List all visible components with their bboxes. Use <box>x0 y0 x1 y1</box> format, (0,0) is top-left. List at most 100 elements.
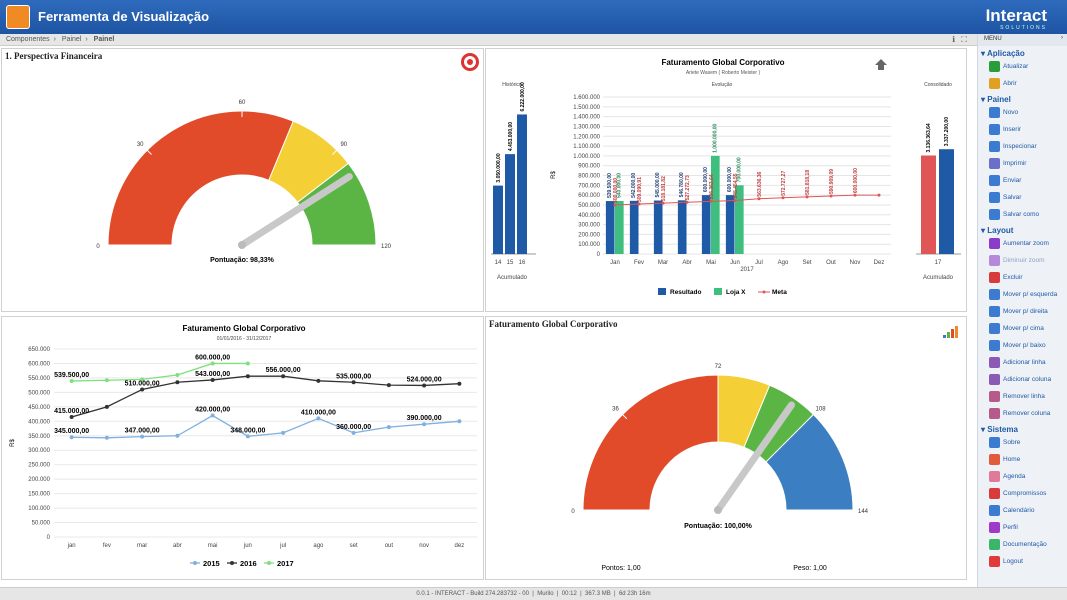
legend-swatch <box>658 288 666 295</box>
menu-item[interactable]: Sobre <box>978 434 1067 451</box>
menu-item[interactable]: Novo <box>978 104 1067 121</box>
x-tick-label: Jun <box>730 260 740 266</box>
gauge-caption: Pontuação: 100,00% <box>684 523 752 530</box>
y-tick-label: 650.000 <box>28 347 50 353</box>
breadcrumb-item[interactable]: Componentes <box>6 36 50 43</box>
chart-title: Faturamento Global Corporativo <box>182 324 305 333</box>
menu-item[interactable]: Calendário <box>978 502 1067 519</box>
section-label: Consolidado <box>924 82 952 88</box>
legend-label: Resultado <box>670 289 701 296</box>
menu-item[interactable]: Compromissos <box>978 485 1067 502</box>
collapse-icon[interactable]: › <box>1061 35 1063 41</box>
menu-item[interactable]: Perfil <box>978 519 1067 536</box>
gauge-tick-label: 30 <box>137 142 144 148</box>
menu-item[interactable]: Aumentar zoom <box>978 235 1067 252</box>
y-tick-label: 1.100.000 <box>573 144 600 150</box>
bar-loja-x <box>735 185 744 254</box>
series-point <box>104 378 109 383</box>
menu-item-icon <box>989 289 1000 300</box>
menu-item[interactable]: Mover p/ esquerda <box>978 286 1067 303</box>
y-tick-label: 1.000.000 <box>573 154 600 160</box>
menu-item[interactable]: Mover p/ cima <box>978 320 1067 337</box>
menu-item[interactable]: Salvar <box>978 189 1067 206</box>
data-label: 500.000,00 <box>613 178 619 203</box>
menu-item[interactable]: Inspecionar <box>978 138 1067 155</box>
y-tick-label: 1.600.000 <box>573 95 600 101</box>
menu-item-icon <box>989 272 1000 283</box>
menu-item-icon <box>989 408 1000 419</box>
menu-item[interactable]: Imprimir <box>978 155 1067 172</box>
chart-type-icon <box>943 335 946 338</box>
y-tick-label: 900.000 <box>578 164 600 170</box>
bar-historico <box>493 185 503 254</box>
menu-item[interactable]: Diminuir zoom <box>978 252 1067 269</box>
data-label: 600.000,00 <box>195 354 230 361</box>
menu-item-icon <box>989 340 1000 351</box>
series-point <box>457 419 462 424</box>
x-tick-label: 15 <box>507 260 514 266</box>
pontos-text: Pontos: 1,00 <box>601 565 640 572</box>
breadcrumb-item: Painel <box>93 36 115 43</box>
menu-section-2[interactable]: Layout <box>978 223 1067 235</box>
peso-text: Peso: 1,00 <box>793 565 827 572</box>
series-line <box>71 375 460 418</box>
menu-item[interactable]: Enviar <box>978 172 1067 189</box>
legend-label: Meta <box>772 289 787 296</box>
menu-item[interactable]: Mover p/ baixo <box>978 337 1067 354</box>
series-point <box>245 434 250 439</box>
meta-point <box>637 202 641 206</box>
uptime-text: 6d 23h 16m <box>618 591 651 597</box>
menu-item[interactable]: Home <box>978 451 1067 468</box>
data-label: 3.337.200,00 <box>944 117 950 146</box>
bar-resultado <box>653 200 663 254</box>
menu-item-icon <box>989 539 1000 550</box>
x-tick-label: Nov <box>850 260 861 266</box>
series-point <box>316 416 321 421</box>
section-label: Evolução <box>712 82 733 88</box>
menu-item[interactable]: Abrir <box>978 75 1067 92</box>
legend-label: Loja X <box>726 289 746 296</box>
menu-item-label: Documentação <box>1003 541 1047 548</box>
menu-item[interactable]: Mover p/ direita <box>978 303 1067 320</box>
menu-section-3[interactable]: Sistema <box>978 422 1067 434</box>
menu-item-label: Remover linha <box>1003 393 1045 400</box>
x-tick-label: ago <box>313 543 324 549</box>
menu-item-icon <box>989 374 1000 385</box>
series-point <box>210 413 215 418</box>
y-tick-label: 350.000 <box>28 434 50 440</box>
menu-item[interactable]: Remover linha <box>978 388 1067 405</box>
bar-resultado <box>725 195 735 254</box>
series-point <box>140 377 145 382</box>
menu-item[interactable]: Documentação <box>978 536 1067 553</box>
data-label: 527.272,73 <box>685 175 691 200</box>
data-label: 581.818,18 <box>805 170 811 195</box>
x-tick-label: Ago <box>778 260 789 266</box>
menu-item[interactable]: Remover coluna <box>978 405 1067 422</box>
menu-item[interactable]: Salvar como <box>978 206 1067 223</box>
legend-swatch <box>714 288 722 295</box>
y-tick-label: 1.200.000 <box>573 134 600 140</box>
menu-section-0[interactable]: Aplicação <box>978 46 1067 58</box>
menu-item[interactable]: Adicionar linha <box>978 354 1067 371</box>
fullscreen-icon[interactable]: ⛶ <box>961 35 967 44</box>
menu-item[interactable]: Excluir <box>978 269 1067 286</box>
menu-item[interactable]: Logout <box>978 553 1067 570</box>
meta-point <box>829 194 833 198</box>
y-tick-label: 500.000 <box>28 390 50 396</box>
info-icon[interactable]: ℹ <box>952 35 956 44</box>
data-label: 700.000,00 <box>736 157 742 182</box>
menu-item[interactable]: Adicionar coluna <box>978 371 1067 388</box>
breadcrumb-item[interactable]: Painel <box>61 36 82 43</box>
bar-resultado <box>629 200 639 254</box>
menu-item[interactable]: Agenda <box>978 468 1067 485</box>
menu-item[interactable]: Atualizar <box>978 58 1067 75</box>
gauge-tick-label: 90 <box>340 142 347 148</box>
data-label: 600.000,00 <box>853 168 859 193</box>
gauge-chart: 0 36 72 108 144 Pontuação: 100,00% Pontos: 1,0… <box>571 326 958 572</box>
menu-item[interactable]: Inserir <box>978 121 1067 138</box>
series-point <box>245 374 250 379</box>
data-label: 6.222.000,00 <box>520 82 526 111</box>
x-tick-label: 16 <box>519 260 526 266</box>
gauge-tick-label: 0 <box>571 509 575 515</box>
menu-section-1[interactable]: Painel <box>978 92 1067 104</box>
